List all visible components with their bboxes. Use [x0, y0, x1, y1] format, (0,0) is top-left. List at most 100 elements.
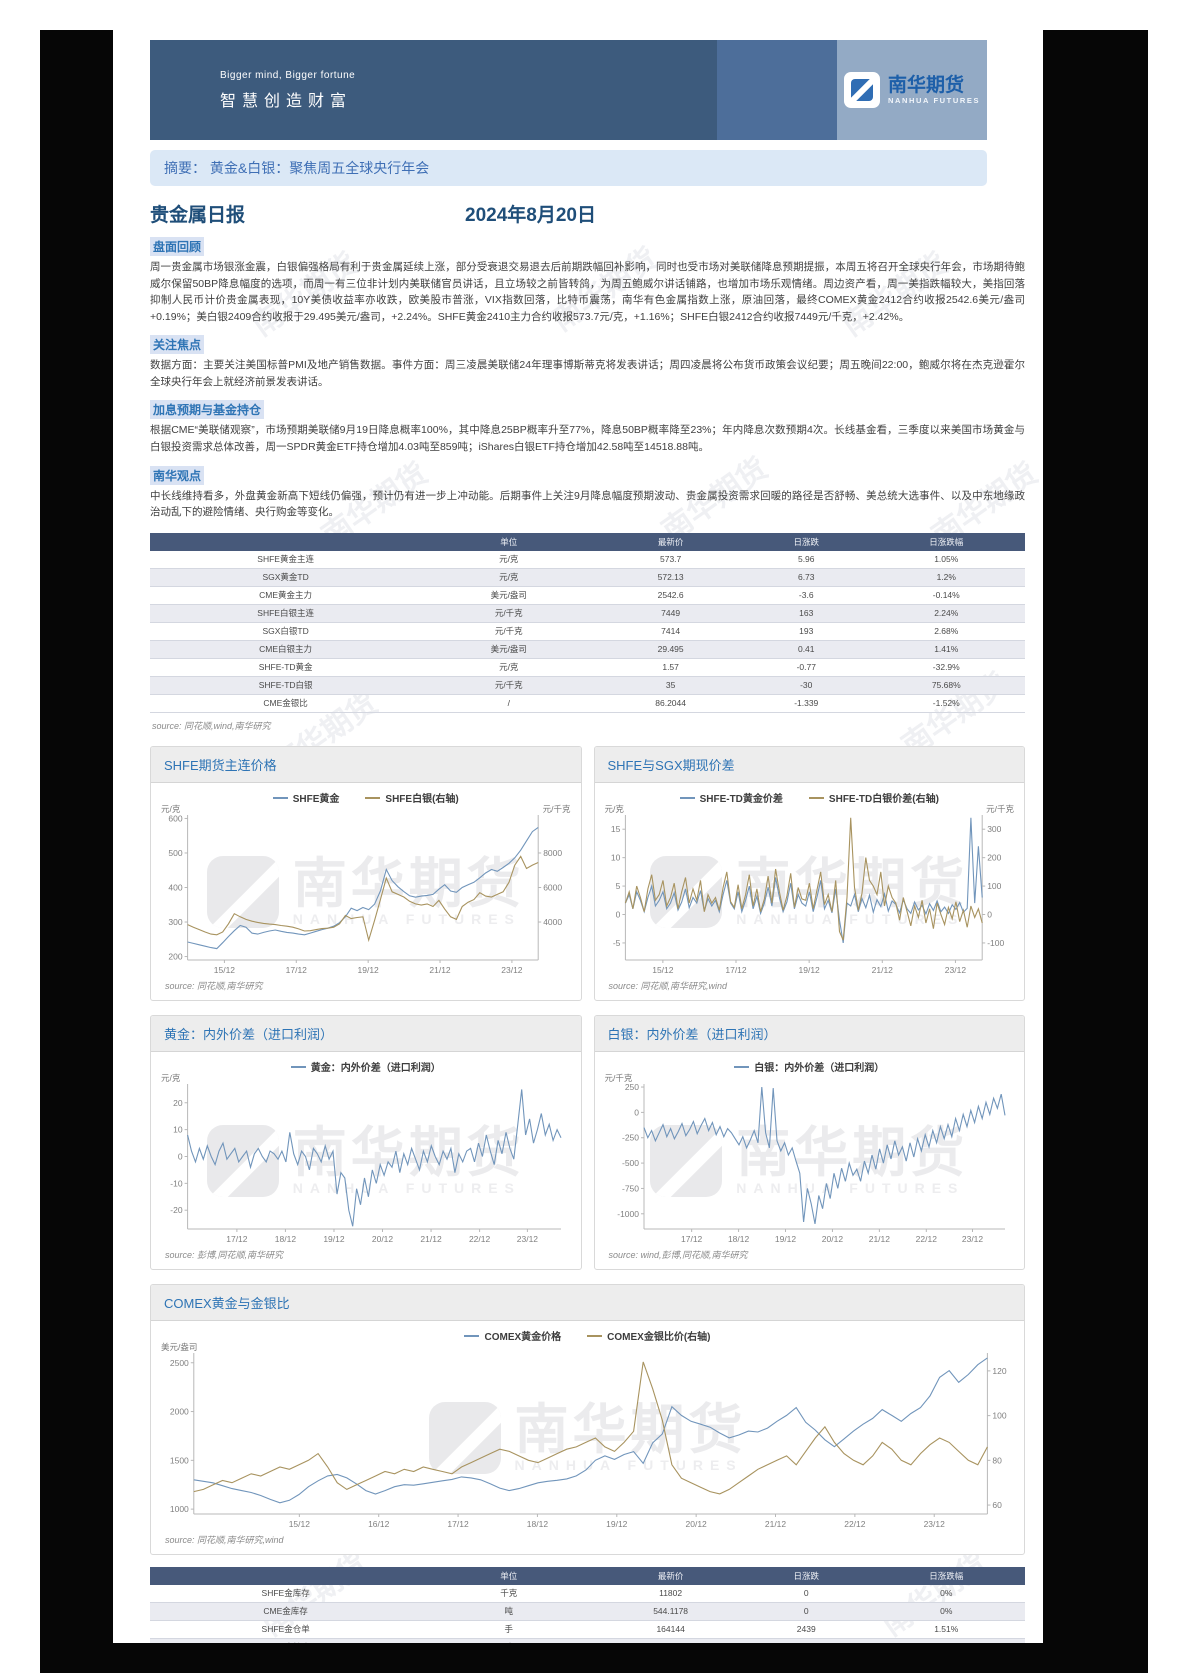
table-cell: SGX白银TD [150, 622, 422, 641]
chart-canvas: 2500 2000 1500 1000 120 100 80 60 15/12 16/12 17/1… [170, 1352, 1007, 1529]
svg-text:0: 0 [178, 1151, 183, 1161]
table-cell: 美元/盎司 [421, 640, 597, 659]
table-row: CME金库存吨 544.1178 0 0% [150, 1602, 1025, 1621]
section-body: 数据方面：主要关注美国标普PMI及地产销售数据。事件方面：周三凌晨美联储24年理… [150, 359, 1025, 388]
svg-text:20: 20 [173, 1098, 183, 1108]
axis-unit-right: 元/千克 [986, 803, 1014, 814]
table-cell: 2.68% [867, 622, 1025, 641]
svg-text:15/12: 15/12 [652, 965, 674, 975]
series-line [187, 826, 539, 949]
svg-text:17/12: 17/12 [447, 1519, 469, 1529]
table-cell: 元/千克 [421, 622, 597, 641]
svg-text:19/12: 19/12 [323, 1234, 345, 1244]
section-market-review: 盘面回顾 周一贵金属市场银涨金震，白银偏强格局有利于贵金属延续上涨，部分受衰退交… [150, 237, 1025, 325]
table-row: SHFE黄金主连 元/克 573.7 5.96 1.05% [150, 550, 1025, 569]
chart-panel-silver-import-profit: 白银：内外价差（进口利润） 白银：内外价差（进口利润） 元/千克 南华期货 NAN… [593, 1014, 1025, 1270]
svg-text:16/12: 16/12 [368, 1519, 390, 1529]
series-line [624, 817, 983, 943]
legend-item: 黄金：内外价差（进口利润） [290, 1059, 441, 1074]
panel-title: SHFE期货主连价格 [151, 746, 581, 783]
table-cell: SHFE黄金主连 [150, 550, 422, 569]
axis-unit-left: 元/克 [161, 1072, 181, 1083]
logo-name-en: NANHUA FUTURES [887, 95, 981, 105]
svg-text:17/12: 17/12 [725, 965, 747, 975]
panel-title: SHFE与SGX期现价差 [594, 746, 1024, 783]
legend-swatch-icon [587, 1334, 603, 1338]
column-header: 单位 [421, 1566, 597, 1585]
svg-text:80: 80 [992, 1455, 1002, 1465]
panel-title: 黄金：内外价差（进口利润） [151, 1015, 581, 1052]
svg-text:23/12: 23/12 [517, 1234, 539, 1244]
plot: 南华期货 NANHUA FUTURES 2500 2000 1500 1000 120 10… [159, 1345, 1016, 1531]
plot: 南华期货 NANHUA FUTURES 600 500 400 300 200 8000 60… [159, 807, 573, 977]
table-cell: -32.9% [867, 658, 1025, 677]
svg-text:500: 500 [168, 848, 182, 858]
plot: 南华期货 NANHUA FUTURES 20 10 0 -10 -20 17/12 18/12… [159, 1076, 573, 1246]
series-line [193, 1357, 988, 1504]
panel-body: SHFE-TD黄金价差 SHFE-TD白银价差(右轴) 元/克 元/千克 南华期货… [595, 783, 1025, 1000]
viewer-margin-right [1043, 30, 1148, 1643]
chart-panel-comex-gold-ratio: COMEX黄金与金银比 COMEX黄金价格 COMEX金银比价(右轴) 美元/盎司… [150, 1283, 1025, 1555]
table-row: SHFE金库存 千克 11802 0 0% [150, 1584, 1025, 1603]
table-cell: 1.05% [867, 550, 1025, 569]
legend-item: SHFE-TD白银价差(右轴) [808, 790, 939, 805]
table-cell: 193 [745, 622, 868, 641]
svg-text:0: 0 [615, 909, 620, 919]
table-cell: SHFE白银主连 [150, 604, 422, 623]
legend-label: SHFE黄金 [292, 794, 340, 806]
svg-text:23/12: 23/12 [501, 965, 523, 975]
table-row: SPDR金持仓吨8594.030.48% [150, 1638, 1025, 1643]
svg-text:6000: 6000 [543, 882, 562, 892]
series-line [187, 1089, 562, 1227]
table-cell: 千克 [421, 1584, 597, 1603]
svg-text:5: 5 [615, 881, 620, 891]
section-heading: 南华观点 [150, 465, 205, 485]
table-cell: 0 [745, 1602, 868, 1621]
svg-text:-10: -10 [170, 1178, 183, 1188]
axis-unit-left: 元/千克 [604, 1072, 633, 1083]
svg-text:250: 250 [624, 1082, 638, 1092]
table-cell: 1.2% [867, 568, 1025, 587]
plot: 南华期货 NANHUA FUTURES 250 0 -250 -500 -750 -1000… [603, 1076, 1017, 1246]
panel-title: COMEX黄金与金银比 [151, 1284, 1024, 1321]
legend-item: SHFE白银(右轴) [365, 790, 459, 805]
table-cell: 75.68% [867, 676, 1025, 695]
table-cell: 元/千克 [421, 676, 597, 695]
table-row: CME白银主力 美元/盎司 29.495 0.41 1.41% [150, 640, 1025, 659]
svg-text:23/12: 23/12 [944, 965, 966, 975]
svg-text:19/12: 19/12 [358, 965, 380, 975]
svg-text:0: 0 [634, 1107, 639, 1117]
panel-title: 白银：内外价差（进口利润） [594, 1015, 1024, 1052]
table-cell: 573.7 [596, 550, 745, 569]
panel-body: SHFE黄金 SHFE白银(右轴) 元/克 元/千克 南华期货 NANHUA FUT… [151, 783, 581, 1000]
table-cell: 6.73 [745, 568, 868, 587]
summary-text: 黄金&白银：聚焦周五全球央行年会 [209, 160, 430, 176]
header-banner: Bigger mind, Bigger fortune 智慧创造财富 南华期货 … [150, 40, 987, 140]
table-cell: -0.77 [745, 658, 868, 677]
svg-text:-5: -5 [612, 938, 620, 948]
table-row: SGX黄金TD 元/克 572.13 6.73 1.2% [150, 568, 1025, 587]
svg-text:22/12: 22/12 [844, 1519, 866, 1529]
svg-text:19/12: 19/12 [798, 965, 820, 975]
legend-item: 白银：内外价差（进口利润） [734, 1059, 884, 1074]
svg-text:21/12: 21/12 [871, 965, 893, 975]
table-cell: 0.41 [745, 640, 868, 659]
table-row: SHFE白银主连 元/千克 7449 163 2.24% [150, 604, 1025, 623]
svg-text:300: 300 [168, 917, 182, 927]
table-cell: SHFE金库存 [150, 1584, 422, 1603]
table-cell: 29.495 [596, 640, 745, 659]
table-cell: 元/克 [421, 550, 597, 569]
legend-swatch-icon [464, 1334, 480, 1338]
legend-swatch-icon [365, 796, 381, 800]
source-note: source: wind,彭博,同花顺,南华研究 [608, 1249, 748, 1260]
table-cell: -1.52% [867, 694, 1025, 713]
column-header [150, 1566, 422, 1585]
svg-text:15/12: 15/12 [214, 965, 236, 975]
table-cell: -30 [745, 676, 868, 695]
legend-label: COMEX黄金价格 [484, 1332, 562, 1344]
svg-text:21/12: 21/12 [765, 1519, 787, 1529]
table-cell: 4.03 [745, 1638, 868, 1643]
series-line [624, 817, 983, 941]
svg-text:100: 100 [992, 1410, 1006, 1420]
chart-panel-shfe-sgx-spread: SHFE与SGX期现价差 SHFE-TD黄金价差 SHFE-TD白银价差(右轴) … [593, 745, 1025, 1001]
